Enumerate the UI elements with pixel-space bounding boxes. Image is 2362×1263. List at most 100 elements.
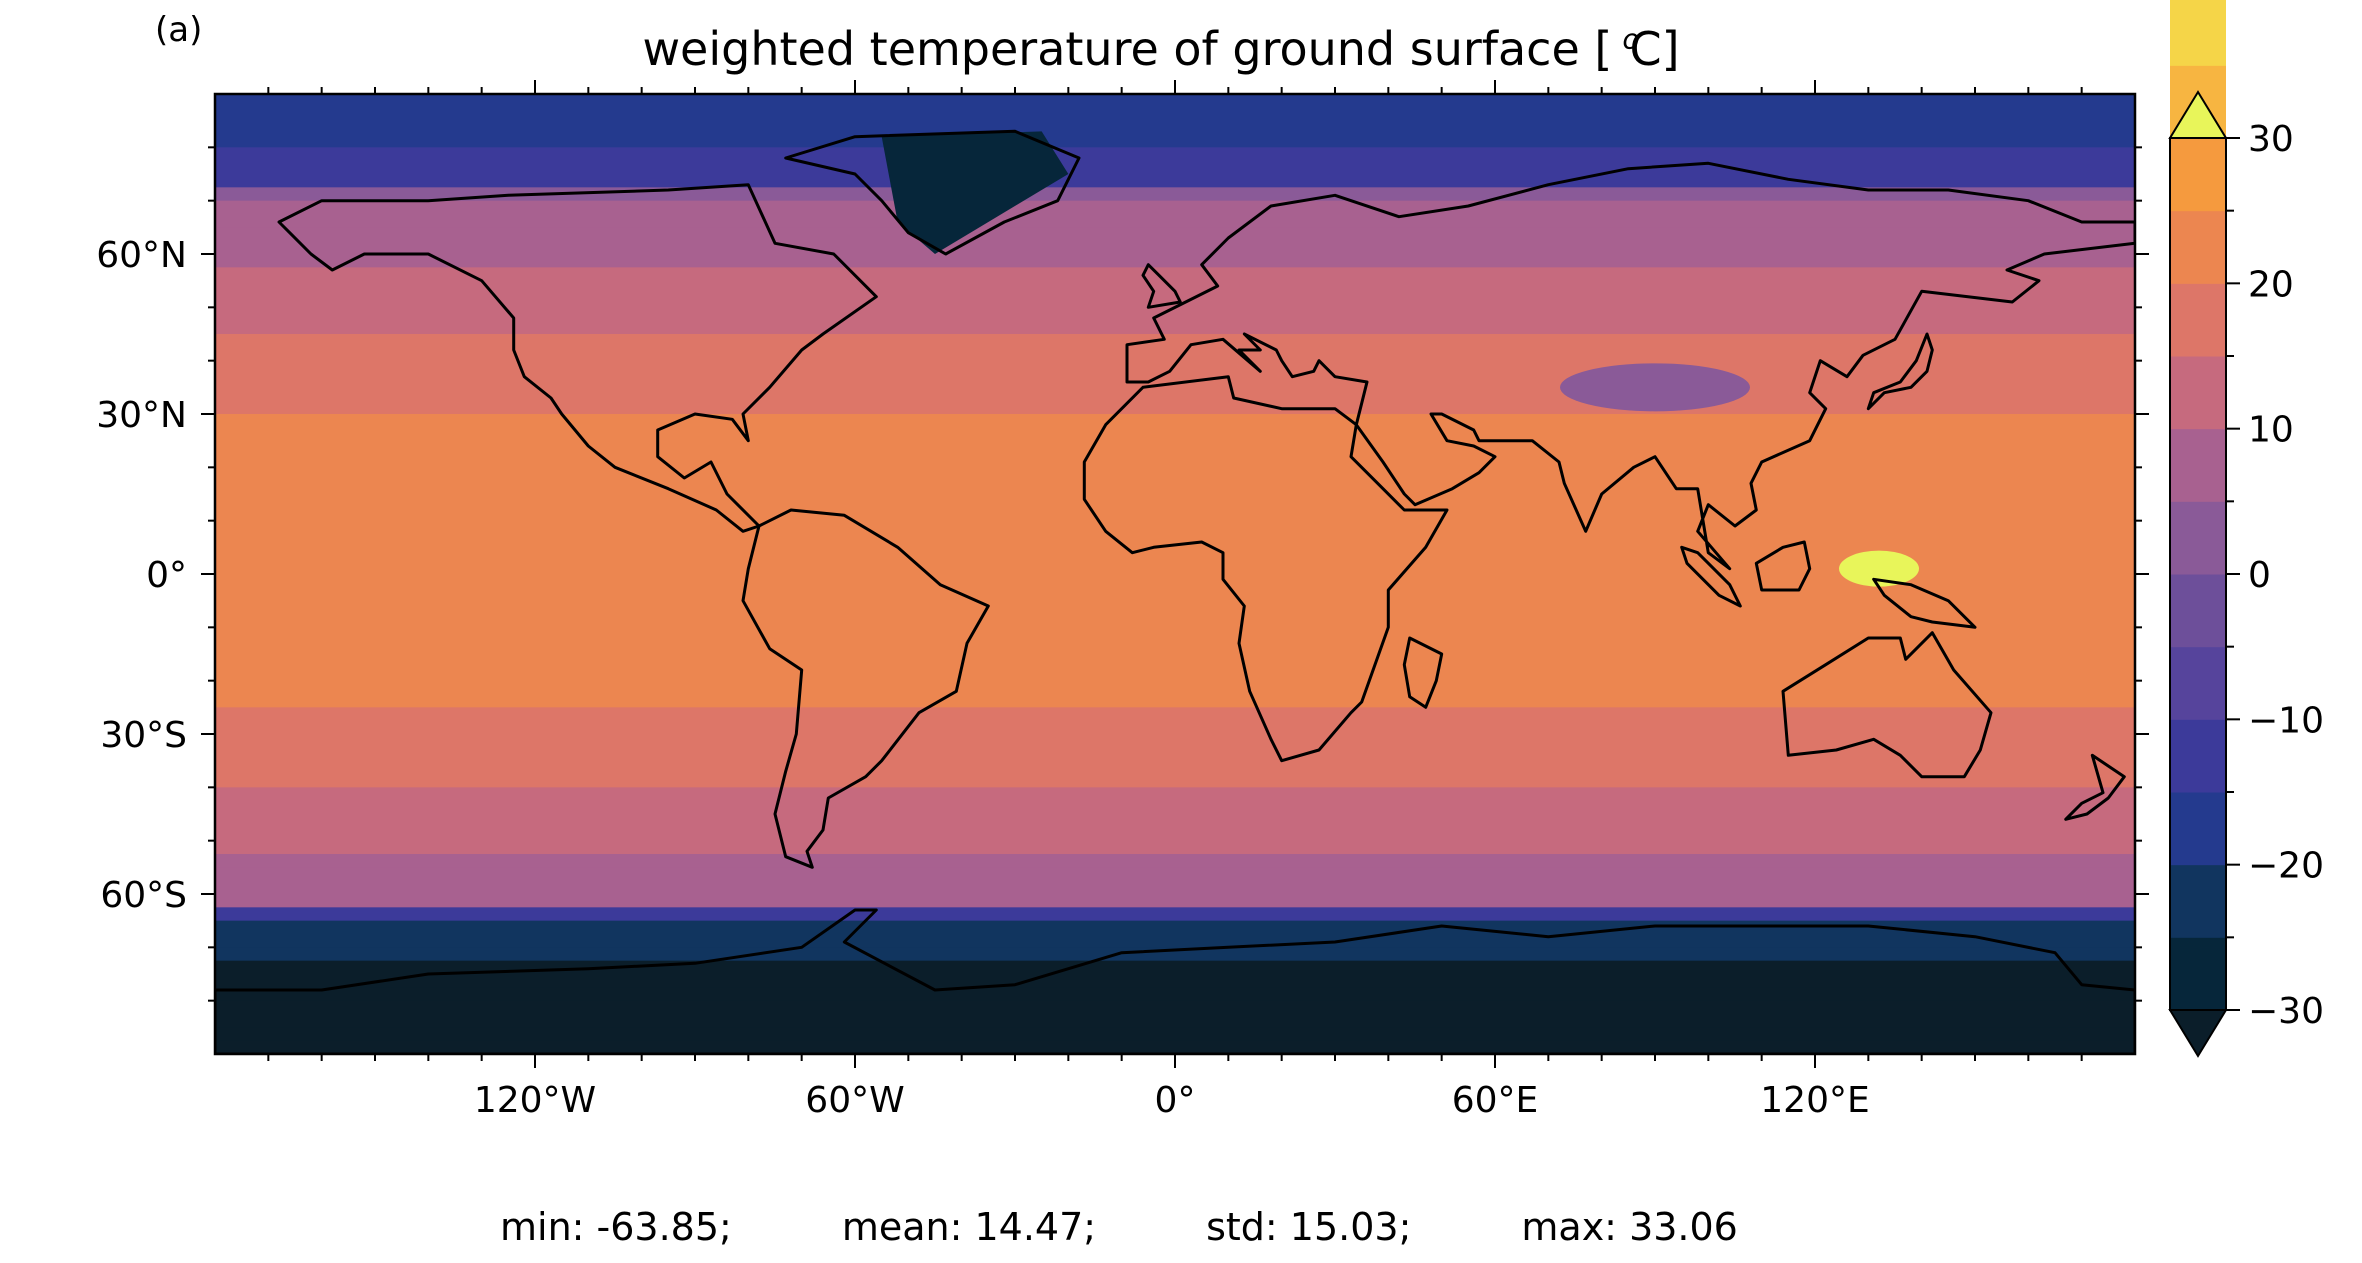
colorbar-label: 10 xyxy=(2248,410,2294,451)
longitude-label: 60°E xyxy=(1452,1080,1539,1121)
temperature-band xyxy=(215,800,2135,815)
colorbar-label: −30 xyxy=(2248,991,2324,1032)
latitude-label: 60°N xyxy=(96,235,187,276)
temperature-band xyxy=(215,254,2135,268)
temperature-band xyxy=(215,867,2135,882)
temperature-band xyxy=(215,147,2135,162)
temperature-band xyxy=(215,574,2135,588)
temperature-band xyxy=(215,747,2135,762)
temperature-band xyxy=(215,600,2135,615)
colorbar-segment xyxy=(2170,719,2226,793)
chart-title: weighted temperature of ground surface [… xyxy=(0,22,2362,76)
new-zealand-outline xyxy=(2064,753,2126,821)
colorbar-segment xyxy=(2170,937,2226,1011)
temperature-band xyxy=(215,467,2135,482)
new-guinea-outline xyxy=(1872,577,1977,629)
colorbar-label: 20 xyxy=(2248,264,2294,305)
colorbar-segment xyxy=(2170,646,2226,720)
uk-outline xyxy=(1141,263,1182,309)
sumatra-outline xyxy=(1680,545,1742,608)
temperature-band xyxy=(215,814,2135,828)
colorbar-segment xyxy=(2170,864,2226,938)
temperature-band xyxy=(215,400,2135,415)
temperature-band xyxy=(215,654,2135,668)
stat-mean: mean: 14.47; xyxy=(841,1205,1097,1249)
temperature-band xyxy=(215,1040,2135,1054)
temperature-band xyxy=(215,907,2135,922)
longitude-label: 60°W xyxy=(805,1080,904,1121)
colorbar-label: −20 xyxy=(2248,846,2324,887)
latitude-label: 60°S xyxy=(100,875,187,916)
temperature-band xyxy=(215,240,2135,255)
warm-pool-patch xyxy=(1839,550,1919,587)
temperature-band xyxy=(215,707,2135,722)
temperature-band xyxy=(215,614,2135,628)
temperature-band xyxy=(215,507,2135,522)
temperature-field xyxy=(215,94,2135,1054)
temperature-band xyxy=(215,840,2135,855)
colorbar-label: −10 xyxy=(2248,700,2324,741)
temperature-band xyxy=(215,107,2135,122)
north-america-outline xyxy=(277,183,878,533)
temperature-band xyxy=(215,454,2135,468)
temperature-band xyxy=(215,347,2135,362)
antarctica-outline xyxy=(215,908,2135,1054)
continent-outlines xyxy=(215,129,2135,1054)
temperature-band xyxy=(215,320,2135,335)
stat-max: max: 33.06 xyxy=(1521,1205,1738,1249)
temperature-band xyxy=(215,920,2135,935)
temperature-band xyxy=(215,680,2135,695)
temperature-band xyxy=(215,480,2135,495)
colorbar-segment xyxy=(2170,356,2226,430)
temperature-band xyxy=(215,1014,2135,1028)
temperature-band xyxy=(215,587,2135,602)
temperature-band xyxy=(215,787,2135,802)
temperature-band xyxy=(215,1000,2135,1015)
temperature-band xyxy=(215,667,2135,682)
temperature-band xyxy=(215,440,2135,455)
temperature-band xyxy=(215,560,2135,575)
greenland-outline xyxy=(784,129,1081,256)
colorbar-label: 30 xyxy=(2248,119,2294,160)
title-unit: C] xyxy=(1629,22,1680,76)
temperature-band xyxy=(215,880,2135,895)
temperature-band xyxy=(215,334,2135,348)
temperature-band xyxy=(215,200,2135,215)
title-superscript: o xyxy=(1622,22,1640,56)
temperature-band xyxy=(215,694,2135,708)
colorbar-segment xyxy=(2170,0,2226,66)
temperature-band xyxy=(215,494,2135,508)
temperature-band xyxy=(215,387,2135,402)
colorbar-segment xyxy=(2170,501,2226,575)
temperature-band xyxy=(215,734,2135,748)
temperature-band xyxy=(215,774,2135,788)
temperature-band xyxy=(215,267,2135,282)
map-axis-ticks: 60°N 30°N 0° 30°S 60°S 120°W 60°W 0° 60°E 120°E xyxy=(96,80,2149,1121)
colorbar-segment xyxy=(2170,138,2226,212)
colorbar-segment xyxy=(2170,210,2226,284)
tibet-cold-patch xyxy=(1560,363,1750,412)
temperature-band xyxy=(215,187,2135,202)
temperature-band xyxy=(215,120,2135,135)
temperature-band xyxy=(215,894,2135,908)
madagascar-outline xyxy=(1402,636,1444,709)
colorbar-segment xyxy=(2170,428,2226,502)
longitude-label: 0° xyxy=(1155,1080,1196,1121)
stat-min: min: -63.85; xyxy=(500,1205,732,1249)
longitude-label: 120°E xyxy=(1760,1080,1869,1121)
temperature-band xyxy=(215,934,2135,948)
temperature-band xyxy=(215,214,2135,228)
africa-outline xyxy=(1082,375,1449,763)
temperature-band xyxy=(215,294,2135,308)
colorbar-segment xyxy=(2170,574,2226,648)
statistics-line: min: -63.85; mean: 14.47; std: 15.03; max: … xyxy=(500,1205,1738,1249)
temperature-band xyxy=(215,280,2135,295)
temperature-band xyxy=(215,160,2135,175)
temperature-band xyxy=(215,720,2135,735)
temperature-band xyxy=(215,534,2135,548)
temperature-band xyxy=(215,414,2135,428)
temperature-band xyxy=(215,547,2135,562)
temperature-band xyxy=(215,1027,2135,1042)
eurasia-outline xyxy=(1125,161,2135,571)
